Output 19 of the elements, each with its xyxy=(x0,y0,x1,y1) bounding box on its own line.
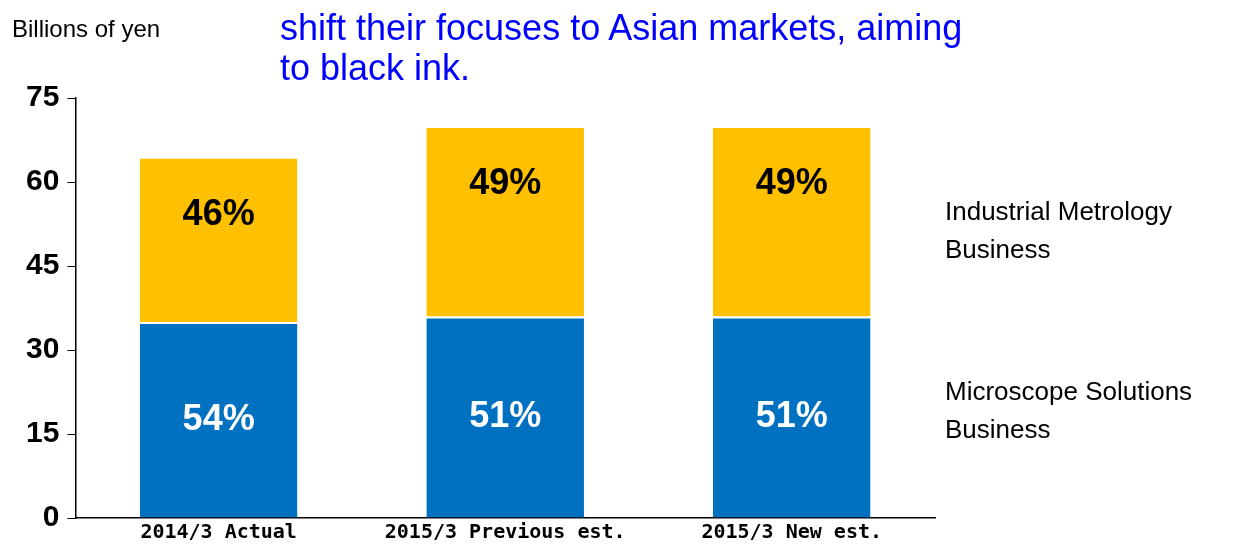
annotation: 51% xyxy=(469,393,542,435)
x-tick-label: 2015/3 Previous est. xyxy=(384,519,626,544)
chart-title: shift their focuses to Asian markets, aiming to black ink. xyxy=(280,7,964,88)
annotation: 54% xyxy=(182,396,255,438)
x-tick-label: 2015/3 New est. xyxy=(701,519,883,544)
y-tick-label: 60 xyxy=(25,163,60,197)
y-tick-label: 30 xyxy=(25,331,60,365)
text: Industrial Metrology Business xyxy=(945,196,1172,265)
annotation: 49% xyxy=(469,160,542,202)
y-axis-title: Billions of yen xyxy=(12,14,161,42)
annotation: 51% xyxy=(755,393,828,435)
text: Microscope Solutions Business xyxy=(945,376,1193,445)
y-tick-label: 75 xyxy=(25,79,60,113)
annotation: 49% xyxy=(755,160,828,202)
y-tick-label: 45 xyxy=(25,247,60,281)
y-tick-label: 15 xyxy=(25,415,60,449)
x-tick-label: 2014/3 Actual xyxy=(140,519,297,544)
y-tick-label: 0 xyxy=(42,499,60,533)
annotation: 46% xyxy=(182,191,255,233)
